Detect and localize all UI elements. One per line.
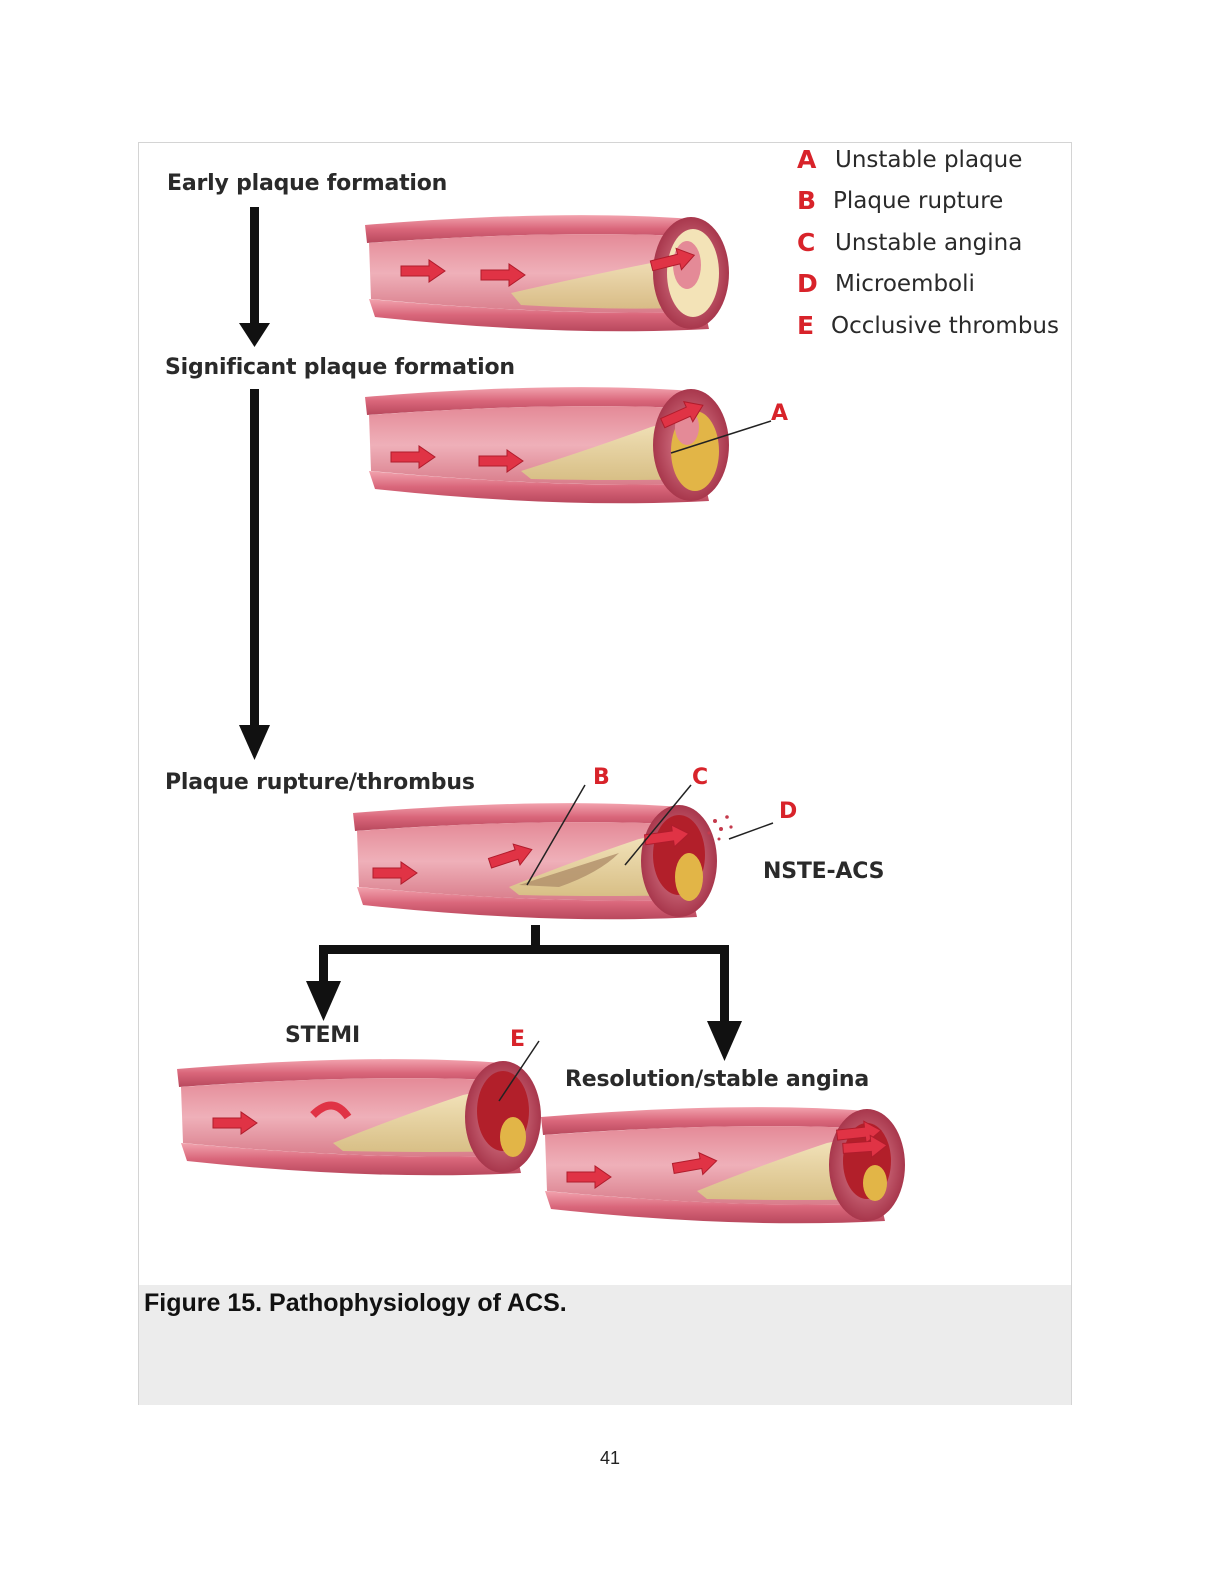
- vessel-early-plaque: [365, 215, 729, 332]
- callout-b: B: [593, 765, 610, 790]
- label-resolution: Resolution/stable angina: [565, 1067, 869, 1092]
- callout-a: A: [771, 401, 789, 426]
- label-significant-plaque: Significant plaque formation: [165, 355, 515, 380]
- figure-caption: Figure 15. Pathophysiology of ACS.: [144, 1289, 567, 1317]
- legend-letter: A: [797, 145, 817, 174]
- vessel-significant-plaque: [365, 387, 772, 504]
- label-early-plaque: Early plaque formation: [167, 171, 448, 196]
- acs-diagram: [177, 207, 905, 1224]
- vessel-stemi: [177, 1040, 541, 1176]
- legend-letter: C: [797, 228, 816, 257]
- legend-text: Unstable plaque: [835, 147, 1023, 173]
- legend-letter: B: [797, 186, 817, 215]
- legend-text: Microemboli: [835, 271, 975, 297]
- caption-band: [139, 1285, 1071, 1405]
- label-nste-acs: NSTE-ACS: [763, 859, 885, 884]
- legend-letter: E: [797, 311, 815, 340]
- legend-text: Plaque rupture: [833, 188, 1004, 214]
- label-stemi: STEMI: [285, 1023, 360, 1048]
- legend-text: Occlusive thrombus: [831, 313, 1059, 339]
- callout-e: E: [510, 1027, 526, 1052]
- callout-d: D: [779, 799, 798, 824]
- vessel-resolution: [541, 1107, 905, 1224]
- callout-c: C: [692, 765, 709, 790]
- flow-arrows: [239, 207, 742, 1061]
- legend-letter: D: [797, 269, 818, 298]
- label-plaque-rupture: Plaque rupture/thrombus: [165, 770, 475, 795]
- figure-frame: Early plaque formation Significant plaqu…: [138, 142, 1072, 1405]
- page-number: 41: [599, 1448, 621, 1468]
- vessel-plaque-rupture: [353, 784, 774, 920]
- legend-text: Unstable angina: [835, 230, 1023, 256]
